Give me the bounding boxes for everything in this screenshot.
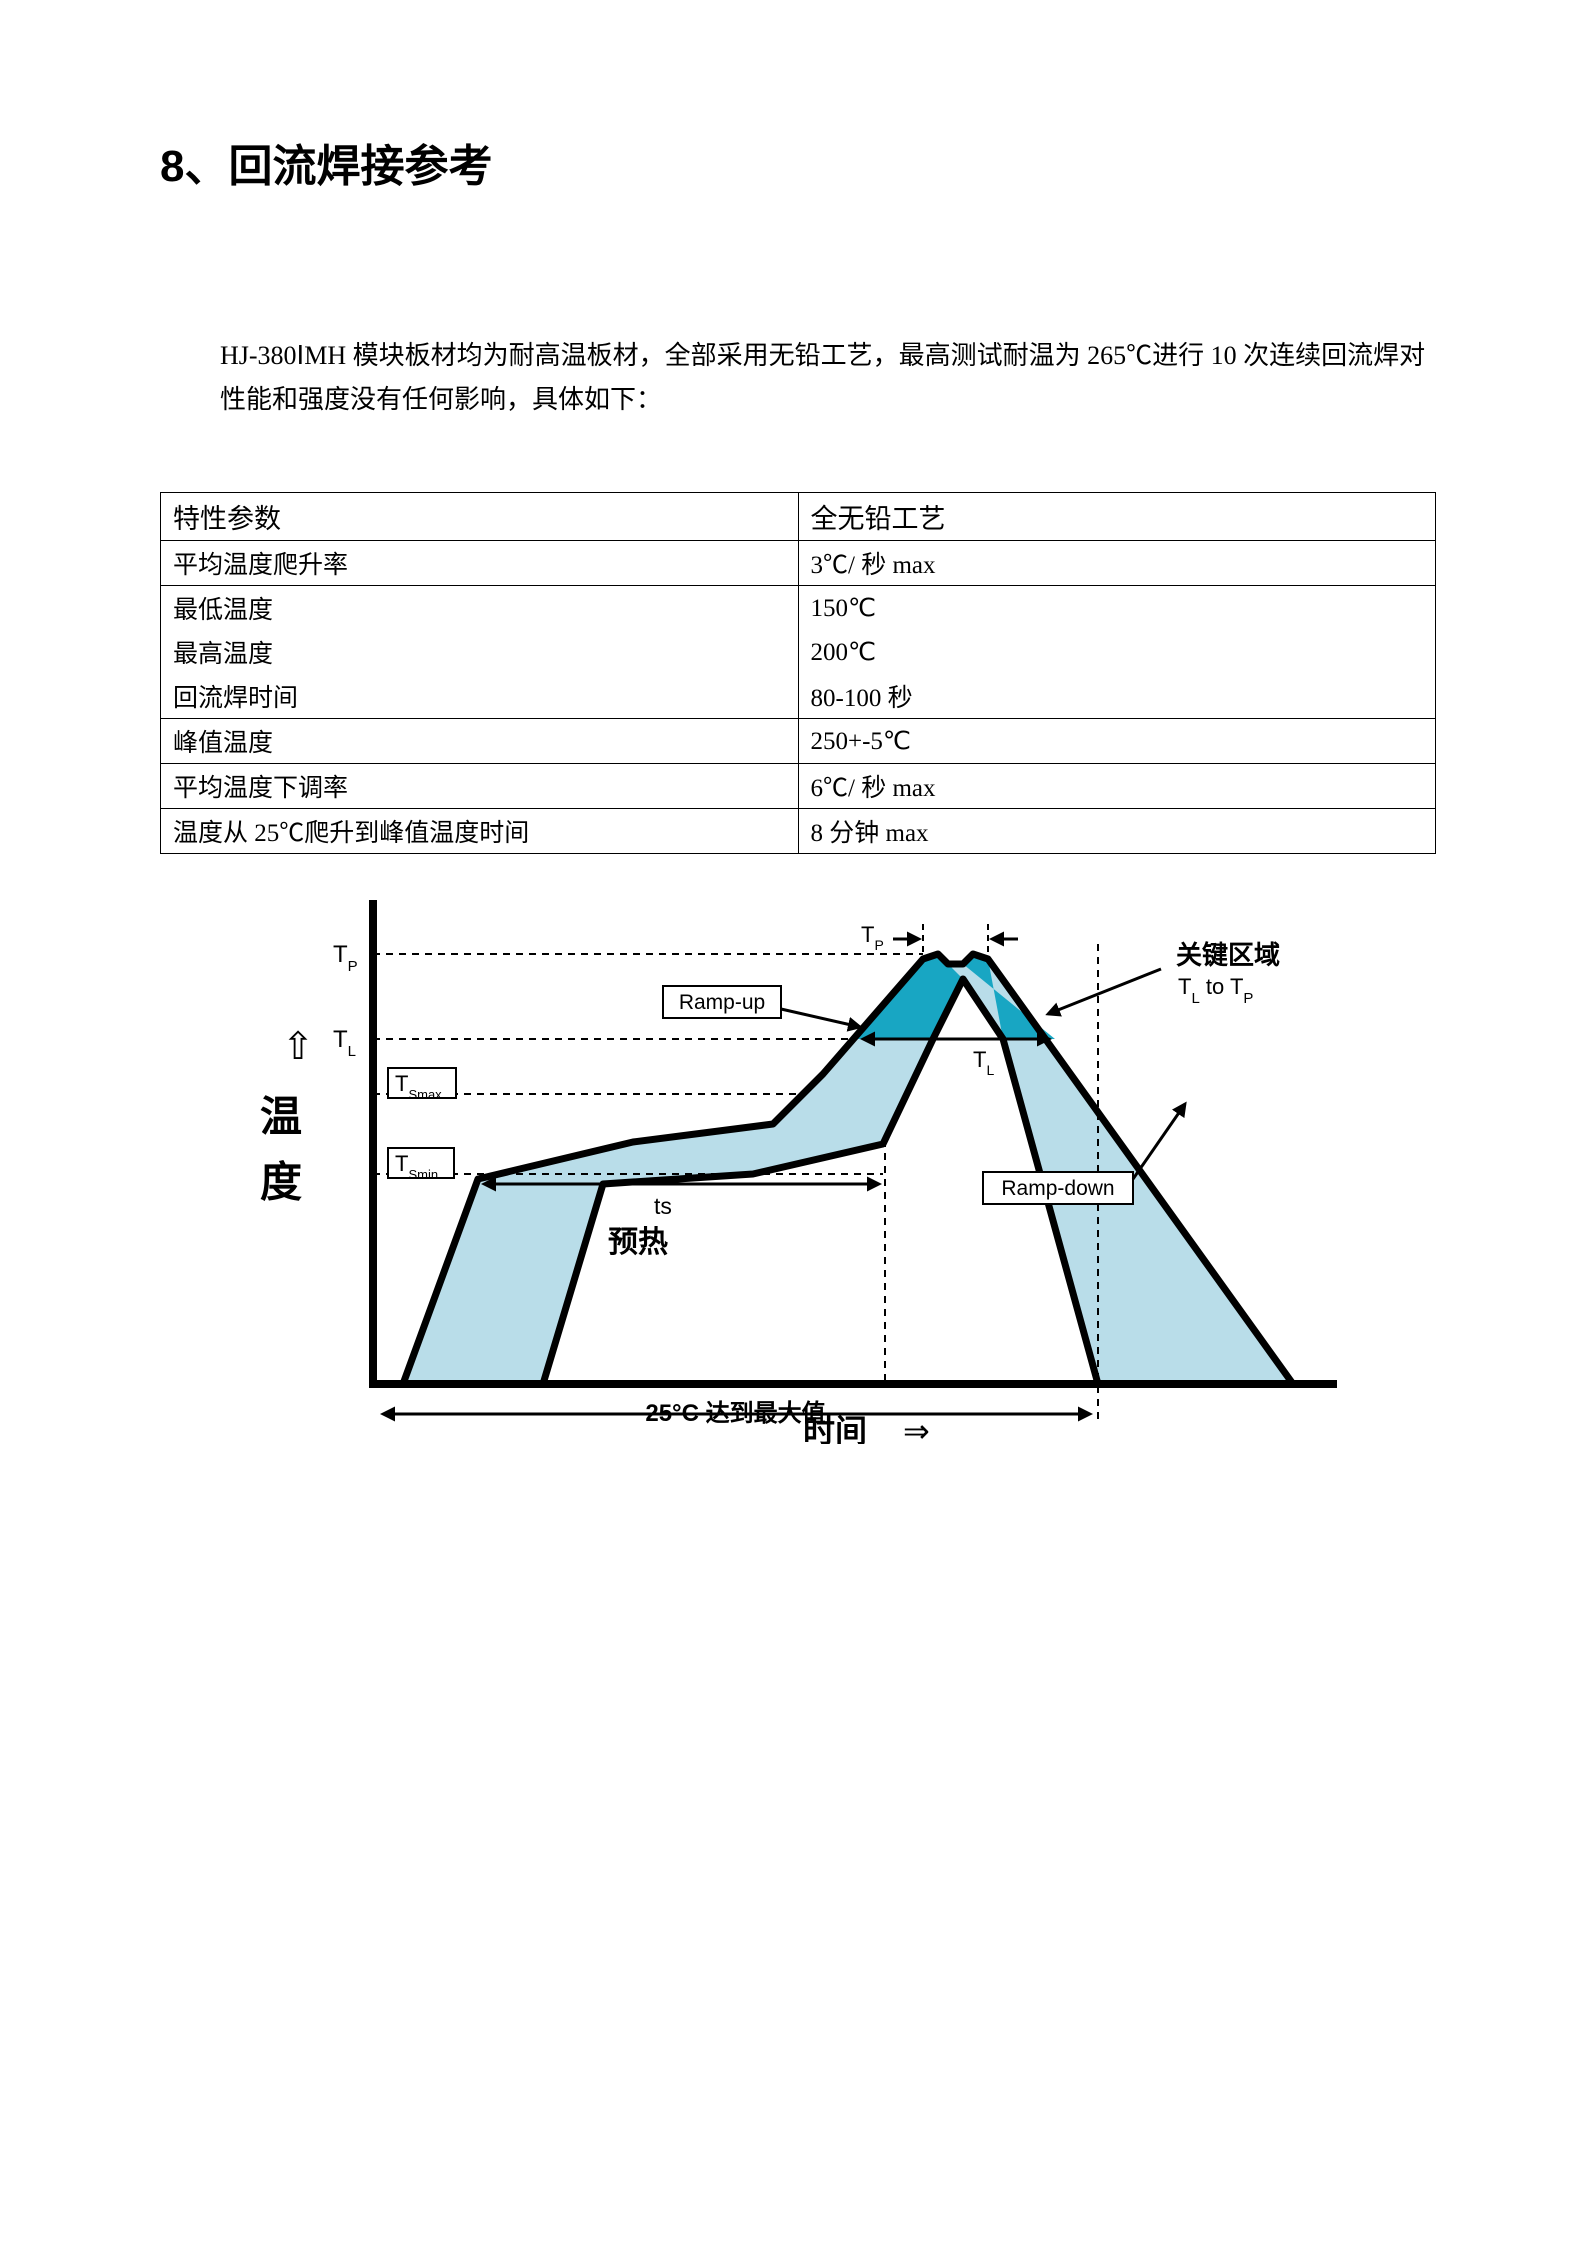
table-row: 平均温度爬升率3℃/ 秒 max — [161, 541, 1436, 586]
table-row: 最高温度200℃ — [161, 630, 1436, 674]
table-cell: 6℃/ 秒 max — [798, 764, 1436, 809]
svg-text:Ramp-down: Ramp-down — [1001, 1177, 1114, 1200]
th-process: 全无铅工艺 — [798, 493, 1436, 541]
svg-text:⇧: ⇧ — [282, 1026, 314, 1068]
svg-text:预热: 预热 — [608, 1226, 668, 1259]
svg-text:温 度: 温 度 — [255, 1094, 302, 1208]
table-cell: 最低温度 — [161, 586, 799, 631]
svg-text:TL: TL — [333, 1026, 356, 1060]
svg-text:时间: 时间 — [803, 1413, 867, 1444]
th-param: 特性参数 — [161, 493, 799, 541]
svg-text:Ramp-up: Ramp-up — [679, 991, 765, 1014]
table-cell: 平均温度爬升率 — [161, 541, 799, 586]
table-cell: 250+-5℃ — [798, 719, 1436, 764]
table-row: 最低温度150℃ — [161, 586, 1436, 631]
reflow-chart: Ramp-upRamp-down关键区域TL to TPTPTLTSmaxTSm… — [243, 884, 1353, 1444]
svg-text:ts: ts — [654, 1193, 672, 1219]
table-cell: 3℃/ 秒 max — [798, 541, 1436, 586]
svg-text:TP: TP — [861, 922, 884, 953]
params-table: 特性参数 全无铅工艺 平均温度爬升率3℃/ 秒 max最低温度150℃最高温度2… — [160, 492, 1436, 854]
table-row: 回流焊时间80-100 秒 — [161, 674, 1436, 719]
table-cell: 80-100 秒 — [798, 674, 1436, 719]
table-cell: 回流焊时间 — [161, 674, 799, 719]
table-cell: 150℃ — [798, 586, 1436, 631]
svg-text:TL to TP: TL to TP — [1178, 974, 1253, 1007]
table-cell: 温度从 25℃爬升到峰值温度时间 — [161, 809, 799, 854]
table-row: 峰值温度250+-5℃ — [161, 719, 1436, 764]
table-cell: 最高温度 — [161, 630, 799, 674]
table-cell: 平均温度下调率 — [161, 764, 799, 809]
table-cell: 8 分钟 max — [798, 809, 1436, 854]
intro-paragraph: HJ-380ⅠMH 模块板材均为耐高温板材，全部采用无铅工艺，最高测试耐温为 2… — [160, 334, 1436, 422]
table-cell: 峰值温度 — [161, 719, 799, 764]
section-title: 8、回流焊接参考 — [160, 130, 1436, 194]
svg-text:25°C 达到最大值: 25°C 达到最大值 — [645, 1399, 825, 1427]
svg-text:⇒: ⇒ — [903, 1413, 930, 1444]
table-header-row: 特性参数 全无铅工艺 — [161, 493, 1436, 541]
table-row: 温度从 25℃爬升到峰值温度时间8 分钟 max — [161, 809, 1436, 854]
svg-text:关键区域: 关键区域 — [1176, 940, 1280, 970]
table-row: 平均温度下调率6℃/ 秒 max — [161, 764, 1436, 809]
table-cell: 200℃ — [798, 630, 1436, 674]
svg-text:TP: TP — [333, 941, 358, 975]
